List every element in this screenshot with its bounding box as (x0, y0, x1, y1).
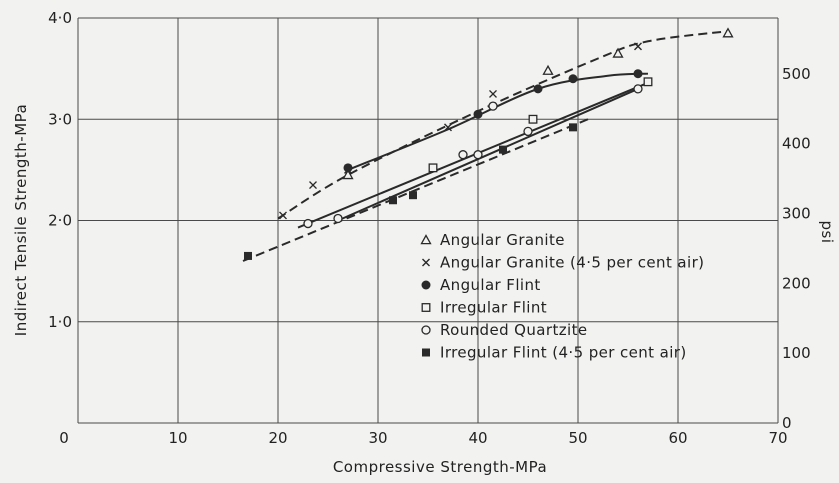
fit-lines (242, 30, 729, 262)
legend-marker-circle-filled (421, 280, 431, 290)
data-point (542, 64, 554, 75)
y2-tick-label: 500 (782, 65, 811, 83)
fit-line (277, 30, 729, 220)
data-point (643, 77, 653, 87)
grid (77, 17, 779, 424)
y2-tick-label: 100 (782, 344, 811, 362)
legend-entry: Angular Granite (420, 231, 565, 249)
data-point (389, 196, 397, 205)
y-axis-ticks: 1·0 2·0 3·0 4·0 (48, 9, 72, 331)
data-point (488, 101, 498, 111)
x-tick-label: 60 (668, 429, 687, 447)
data-point (409, 191, 417, 200)
data-point (342, 169, 354, 180)
x-axis-ticks: 0 10 20 30 40 50 60 70 (59, 429, 787, 447)
y-tick-label: 1·0 (48, 313, 72, 331)
cross-stroke (309, 181, 317, 190)
y-tick-label: 3·0 (48, 110, 72, 128)
cross-stroke (634, 42, 642, 51)
cross-stroke (489, 89, 497, 98)
y2-axis-ticks: 0 100 200 300 400 500 (782, 65, 811, 432)
data-point (489, 89, 497, 98)
data-point (473, 150, 483, 160)
cross-stroke (422, 258, 430, 267)
legend-entry: Rounded Quartzite (421, 321, 587, 339)
legend-marker-circle-open (421, 325, 431, 335)
data-point (533, 84, 543, 94)
y2-tick-label: 0 (782, 414, 792, 432)
data-point (633, 69, 643, 79)
data-point (309, 181, 317, 190)
data-point (428, 163, 438, 173)
legend-entry: Irregular Flint (421, 299, 547, 317)
data-point (279, 211, 287, 220)
data-point (722, 27, 734, 38)
data-point (569, 123, 577, 132)
x-tick-label: 30 (368, 429, 387, 447)
data-point (612, 47, 624, 58)
data-point (333, 213, 343, 224)
legend-entry: Irregular Flint (4·5 per cent air) (422, 344, 687, 362)
fit-line (242, 118, 589, 262)
x-tick-label: 20 (268, 429, 287, 447)
x-tick-label: 40 (468, 429, 487, 447)
x-tick-label: 50 (568, 429, 587, 447)
legend-label: Irregular Flint (440, 299, 547, 317)
y-tick-label: 2·0 (48, 212, 72, 230)
data-point (499, 145, 507, 154)
fit-line (297, 81, 649, 229)
data-points (244, 27, 734, 260)
legend-label: Angular Granite (4·5 per cent air) (440, 254, 704, 272)
x-tick-label: 10 (168, 429, 187, 447)
x-tick-label: 70 (768, 429, 787, 447)
data-point (528, 114, 538, 124)
legend-marker-square-open (421, 303, 431, 312)
cross-stroke (444, 123, 452, 132)
y-tick-label: 4·0 (48, 9, 72, 27)
legend-label: Angular Granite (440, 231, 565, 249)
data-point (634, 42, 642, 51)
legend-marker-triangle-open (420, 234, 432, 245)
cross-stroke (279, 211, 287, 220)
data-point (458, 150, 468, 160)
legend-label: Rounded Quartzite (440, 321, 587, 339)
x-axis-title: Compressive Strength-MPa (333, 458, 547, 476)
data-point (444, 123, 452, 132)
legend: Angular Granite Angular Granite (4·5 per … (420, 231, 704, 362)
y2-tick-label: 200 (782, 274, 811, 292)
legend-entry: Angular Granite (4·5 per cent air) (422, 254, 704, 272)
legend-marker-square-filled (422, 348, 430, 357)
data-point (473, 109, 483, 119)
data-point (244, 251, 252, 260)
x-tick-label: 0 (59, 429, 69, 447)
y2-tick-label: 300 (782, 205, 811, 223)
y2-tick-label: 400 (782, 135, 811, 153)
y-axis-title: Indirect Tensile Strength-MPa (12, 104, 30, 336)
data-point (343, 163, 353, 173)
legend-label: Irregular Flint (4·5 per cent air) (440, 344, 687, 362)
legend-marker-cross (422, 258, 430, 267)
data-point (633, 84, 643, 94)
data-point (568, 74, 578, 84)
legend-label: Angular Flint (440, 276, 541, 294)
data-point (523, 126, 533, 137)
y2-axis-title: psi (818, 220, 836, 243)
data-point (303, 218, 313, 229)
fit-line (337, 87, 639, 222)
legend-entry: Angular Flint (421, 276, 541, 294)
